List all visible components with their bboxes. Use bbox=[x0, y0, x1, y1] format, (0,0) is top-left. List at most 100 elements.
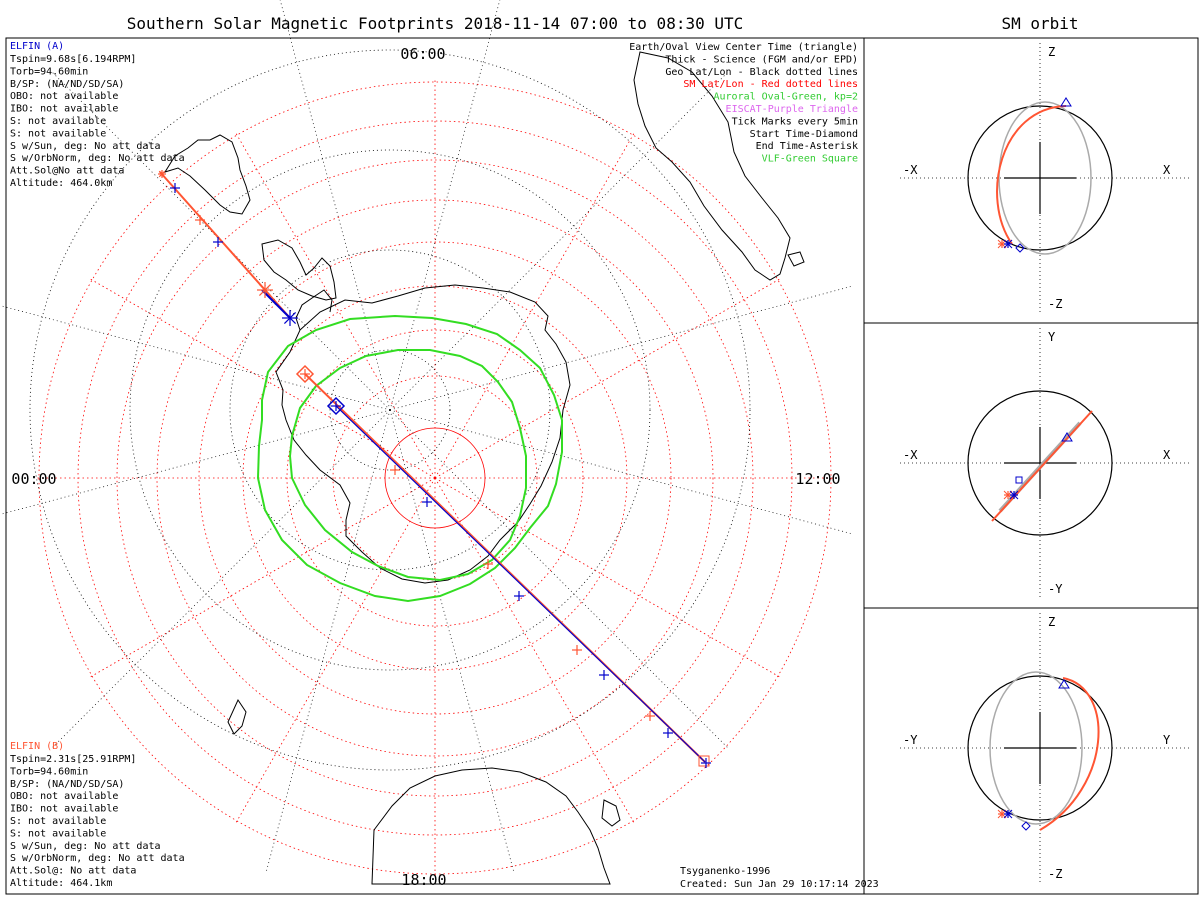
orbit-triangle-marker bbox=[1058, 679, 1070, 689]
sm-lat-circle bbox=[332, 375, 538, 581]
sm-lon-line bbox=[88, 277, 436, 479]
elfin-b-info-line: S w/Sun, deg: No att data bbox=[10, 841, 161, 852]
elfin-a-info-line: Torb=94.60min bbox=[10, 66, 88, 77]
elfin-b-end-asterisk bbox=[258, 283, 272, 297]
elfin-a-orbit bbox=[998, 101, 1092, 255]
earth-circle bbox=[967, 675, 1113, 821]
geo-lon-line bbox=[389, 409, 854, 535]
new-zealand-coastline bbox=[227, 698, 247, 735]
model-label: Tsyganenko-1996 bbox=[680, 866, 770, 877]
tierra-del-fuego bbox=[261, 239, 337, 301]
orbit-start-diamond bbox=[1015, 243, 1025, 253]
geo-lon-line bbox=[389, 409, 515, 874]
sm-lon-line bbox=[434, 131, 636, 479]
elfin-b-info-line: Altitude: 464.1km bbox=[10, 878, 112, 889]
orbit-label-top: Z bbox=[1048, 615, 1055, 629]
auroral-oval-inner bbox=[288, 349, 527, 582]
orbit-label-right: Y bbox=[1163, 733, 1171, 747]
sm-lon-line bbox=[88, 477, 436, 679]
hour-label-top: 06:00 bbox=[400, 45, 445, 63]
elfin-b-info-line: Tspin=2.31s[25.91RPM] bbox=[10, 754, 136, 765]
elfin-b-info-line: S: not available bbox=[10, 828, 106, 839]
geo-lon-line bbox=[50, 409, 391, 750]
elfin-b-info-line: OBO: not available bbox=[10, 791, 118, 802]
elfin-b-tick-small bbox=[158, 170, 166, 178]
orbit-panel-yz-frame bbox=[863, 607, 1199, 895]
geo-lat-circle bbox=[229, 249, 551, 571]
elfin-b-orbit-arc bbox=[996, 105, 1067, 245]
sm-lon-line bbox=[234, 131, 436, 479]
orbit-label-bottom: -Z bbox=[1048, 297, 1062, 311]
coastlines bbox=[163, 51, 805, 885]
legend-entry: Geo Lat/Lon - Black dotted lines bbox=[665, 67, 858, 78]
geo-lon-line bbox=[279, 0, 391, 411]
orbit-end-asterisk bbox=[1009, 490, 1019, 500]
africa-coastline bbox=[633, 51, 791, 281]
tasmania-coastline bbox=[601, 799, 621, 827]
legend-entry: Earth/Oval View Center Time (triangle) bbox=[629, 42, 858, 53]
geo-lon-line bbox=[389, 409, 730, 750]
elfin-a-info-line: Tspin=9.68s[6.194RPM] bbox=[10, 54, 136, 65]
sm-lat-circle bbox=[116, 159, 754, 797]
orbit-start-diamond bbox=[1015, 476, 1023, 484]
legend-entry: Start Time-Diamond bbox=[750, 129, 858, 140]
earth-circle bbox=[967, 390, 1113, 536]
elfin-b-info-line: S: not available bbox=[10, 816, 106, 827]
orbit-label-left: -X bbox=[903, 163, 918, 177]
geo-lat-circle bbox=[329, 349, 451, 471]
elfin-a-info-line: S: not available bbox=[10, 128, 106, 139]
legend-entry: Tick Marks every 5min bbox=[732, 116, 858, 127]
sm-lat-circle bbox=[286, 329, 584, 627]
elfin-b-orbit-arc bbox=[991, 410, 1093, 522]
elfin-a-name: ELFIN (A) bbox=[10, 41, 64, 52]
orbit-end-asterisk bbox=[1003, 239, 1013, 249]
elfin-a-info: ELFIN (A) Tspin=9.68s[6.194RPM]Torb=94.6… bbox=[10, 41, 185, 189]
geo-lon-line bbox=[389, 70, 730, 411]
legend-entry: SM Lat/Lon - Red dotted lines bbox=[683, 79, 858, 90]
elfin-b-info-line: B/SP: (NA/ND/SD/SA) bbox=[10, 779, 124, 790]
geo-lon-line bbox=[265, 409, 391, 874]
sm-latlon-grid bbox=[35, 78, 835, 878]
orbit-label-bottom: -Z bbox=[1048, 867, 1062, 881]
legend: Earth/Oval View Center Time (triangle)Th… bbox=[629, 42, 858, 165]
orbit-label-left: -X bbox=[903, 448, 918, 462]
sm-lon-line bbox=[434, 477, 636, 825]
orbit-label-bottom: -Y bbox=[1048, 582, 1063, 596]
sm-orbit-panels: Z -Z -X X Y -Y -X X Z -Z -Y Y bbox=[900, 43, 1190, 883]
legend-entry: End Time-Asterisk bbox=[756, 141, 858, 152]
elfin-a-info-line: S w/OrbNorm, deg: No att data bbox=[10, 153, 185, 164]
elfin-b-info: ELFIN (B) Tspin=2.31s[25.91RPM]Torb=94.6… bbox=[10, 741, 185, 889]
sm-orbit-title: SM orbit bbox=[1001, 14, 1078, 33]
orbit-label-left: -Y bbox=[903, 733, 918, 747]
auroral-oval-outer bbox=[256, 314, 563, 603]
elfin-b-info-line: Att.Sol@: No att data bbox=[10, 866, 136, 877]
elfin-a-info-line: B/SP: (NA/ND/SD/SA) bbox=[10, 79, 124, 90]
sm-lat-circle bbox=[242, 285, 628, 671]
elfin-b-start-diamond bbox=[295, 364, 315, 384]
elfin-a-track-lower bbox=[335, 405, 706, 763]
hour-label-bottom: 18:00 bbox=[401, 871, 446, 889]
geo-lat-circle bbox=[29, 49, 751, 771]
sm-lon-line bbox=[434, 477, 782, 679]
orbit-start-diamond bbox=[1021, 821, 1031, 831]
elfin-b-info-line: IBO: not available bbox=[10, 804, 118, 815]
geo-lon-line bbox=[0, 409, 391, 515]
elfin-b-orbit-arc bbox=[1039, 677, 1100, 831]
geo-lon-line bbox=[389, 0, 501, 411]
orbit-end-asterisk bbox=[1003, 809, 1013, 819]
elfin-a-end-asterisk bbox=[283, 311, 297, 325]
antarctic-peninsula bbox=[295, 289, 333, 331]
australia-coastline bbox=[371, 767, 611, 885]
geo-lon-line bbox=[50, 70, 391, 411]
elfin-b-info-line: Torb=94.60min bbox=[10, 766, 88, 777]
orbit-panel-xz-frame bbox=[863, 37, 1199, 324]
geo-lon-line bbox=[389, 285, 854, 411]
south-america-coastline bbox=[163, 134, 251, 215]
hour-label-right: 12:00 bbox=[795, 470, 840, 488]
antarctica-coastline bbox=[275, 284, 571, 584]
sm-lon-line bbox=[434, 277, 782, 479]
orbit-panel-xy-frame bbox=[863, 322, 1199, 609]
elfin-b-info-line: S w/OrbNorm, deg: No att data bbox=[10, 853, 185, 864]
orbit-label-right: X bbox=[1163, 448, 1171, 462]
